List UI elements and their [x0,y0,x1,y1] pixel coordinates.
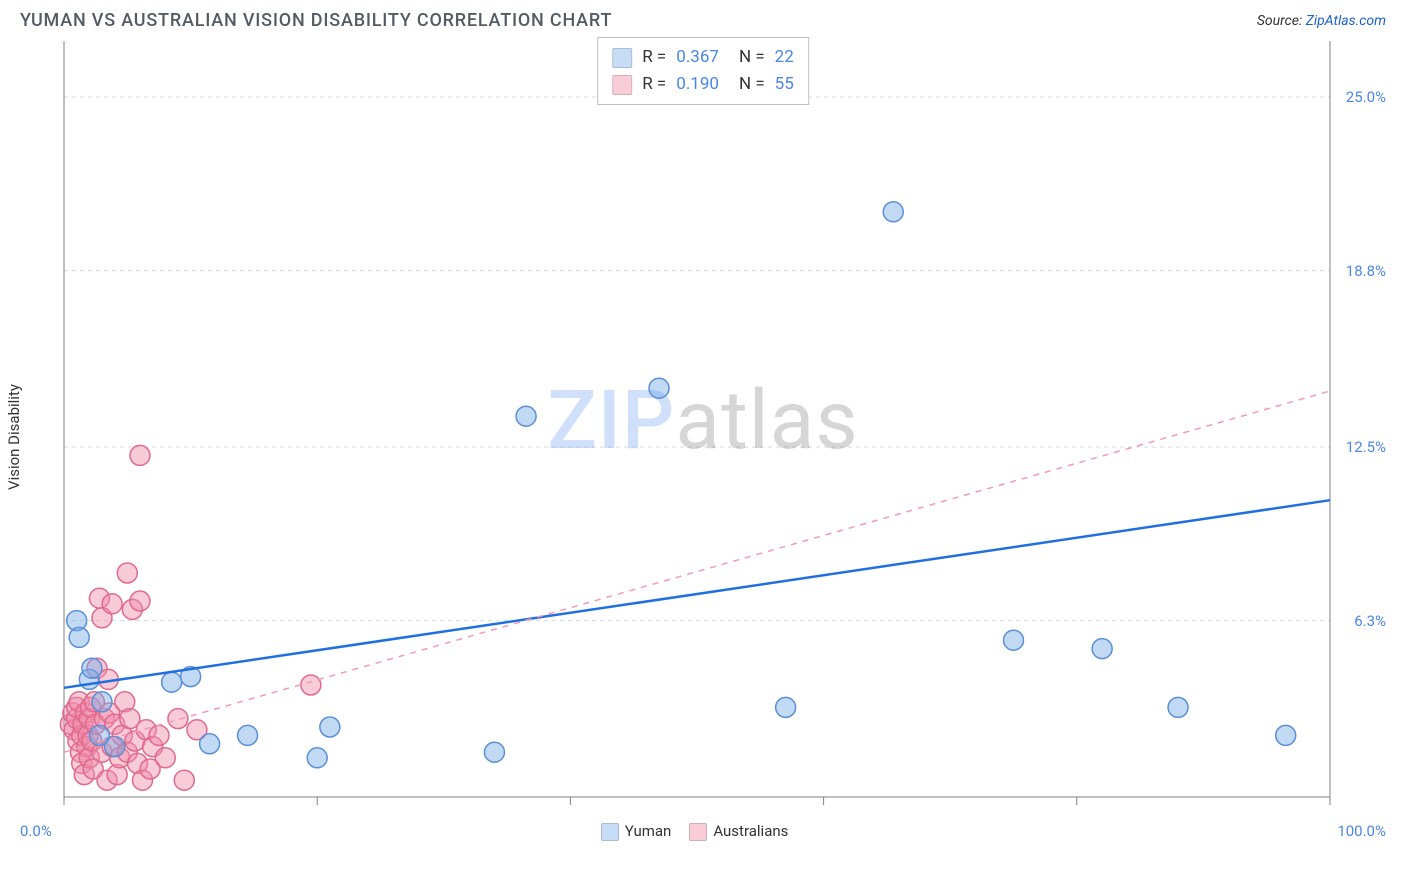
legend-swatch-australians [689,823,707,841]
legend-swatch-yuman [601,823,619,841]
y-tick-label: 18.8% [1346,262,1386,280]
correlation-legend: R = 0.367 N = 22 R = 0.190 N = 55 [597,37,809,105]
y-tick-label: 12.5% [1346,438,1386,456]
source-attribution: Source: ZipAtlas.com [1257,13,1386,29]
legend-swatch-australians [612,75,632,95]
source-prefix: Source: [1257,13,1306,29]
y-axis-label: Vision Disability [5,384,23,490]
legend-n-label: N = [739,44,765,71]
legend-r-label: R = [642,44,666,71]
legend-item-yuman: Yuman [601,822,672,841]
legend-item-australians: Australians [689,822,788,841]
x-axis-max-label: 100.0% [1337,822,1386,840]
series-legend: Yuman Australians [601,822,789,841]
legend-r-value-australians: 0.190 [676,71,719,98]
title-bar: YUMAN VS AUSTRALIAN VISION DISABILITY CO… [0,0,1406,37]
chart-container: YUMAN VS AUSTRALIAN VISION DISABILITY CO… [0,0,1406,892]
x-axis-bar: 0.0% Yuman Australians 100.0% [20,822,1386,841]
legend-row-yuman: R = 0.367 N = 22 [612,44,794,71]
legend-r-label: R = [642,71,666,98]
y-tick-label: 6.3% [1354,612,1386,630]
x-axis-min-label: 0.0% [20,822,52,840]
legend-r-value-yuman: 0.367 [676,44,719,71]
legend-label-yuman: Yuman [625,822,672,840]
y-tick-label: 25.0% [1346,88,1386,106]
legend-n-value-australians: 55 [775,71,794,98]
legend-n-value-yuman: 22 [775,44,794,71]
plot-area: Vision Disability ZIPatlas R = 0.367 N =… [20,37,1386,837]
source-link[interactable]: ZipAtlas.com [1306,13,1386,29]
legend-label-australians: Australians [713,822,788,840]
legend-n-label: N = [739,71,765,98]
legend-row-australians: R = 0.190 N = 55 [612,71,794,98]
chart-title: YUMAN VS AUSTRALIAN VISION DISABILITY CO… [20,10,612,31]
legend-swatch-yuman [612,48,632,68]
scatter-plot-svg [20,37,1386,837]
